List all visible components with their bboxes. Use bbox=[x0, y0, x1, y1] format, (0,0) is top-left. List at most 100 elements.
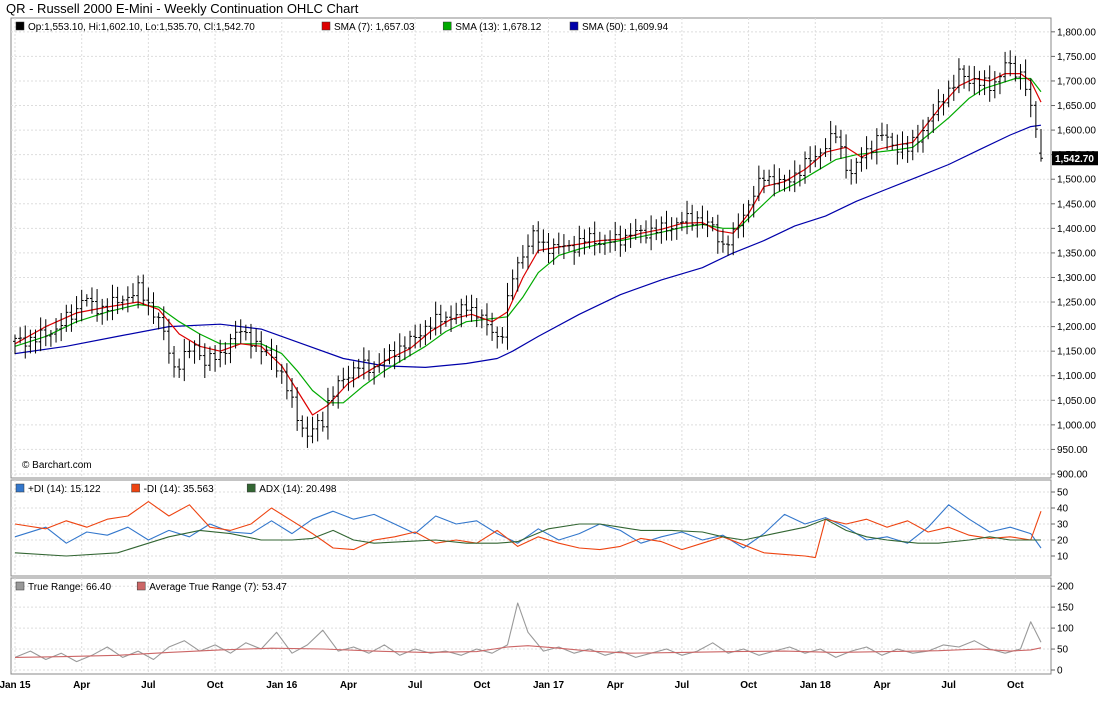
price-bar bbox=[541, 229, 546, 253]
price-bar bbox=[962, 65, 967, 89]
legend-entry: +DI (14): 15.122 bbox=[28, 484, 101, 495]
price-bar bbox=[351, 361, 356, 388]
dmi-y-tick-label: 30 bbox=[1057, 520, 1069, 531]
price-bar bbox=[105, 298, 110, 321]
legend-entry: Average True Range (7): 53.47 bbox=[149, 582, 287, 593]
price-bar bbox=[428, 317, 433, 340]
true-range-y-tick-label: 0 bbox=[1057, 666, 1063, 677]
price-bar bbox=[582, 229, 587, 255]
legend-swatch bbox=[246, 483, 256, 493]
price-bar bbox=[433, 301, 438, 336]
price-bar bbox=[366, 350, 371, 381]
price-y-tick-label: 1,800.00 bbox=[1057, 27, 1096, 38]
price-bar bbox=[1003, 51, 1008, 83]
legend-swatch bbox=[131, 483, 140, 493]
price-bar bbox=[1028, 78, 1033, 118]
price-bar bbox=[213, 345, 218, 372]
price-bar bbox=[279, 364, 284, 384]
price-bar bbox=[100, 298, 105, 325]
price-bar bbox=[710, 217, 715, 232]
price-bar bbox=[248, 323, 253, 359]
price-bar bbox=[628, 223, 633, 248]
price-bar bbox=[495, 326, 500, 349]
price-bar bbox=[967, 65, 972, 92]
price-bar bbox=[869, 140, 874, 160]
true-range-panel-frame bbox=[10, 577, 1052, 675]
x-tick-label: Apr bbox=[607, 680, 624, 691]
price-bar bbox=[900, 131, 905, 160]
price-bar bbox=[777, 168, 782, 192]
price-bar bbox=[654, 219, 659, 241]
price-bar bbox=[561, 234, 566, 260]
price-bar bbox=[520, 245, 525, 269]
price-bar bbox=[197, 333, 202, 361]
price-bar bbox=[767, 169, 772, 186]
price-bar bbox=[844, 134, 849, 179]
dmi-y-tick-label: 10 bbox=[1057, 552, 1069, 563]
price-bar bbox=[741, 203, 746, 238]
price-bar bbox=[284, 363, 289, 400]
true-range-y-tick-label: 200 bbox=[1057, 582, 1074, 593]
price-bar bbox=[890, 132, 895, 151]
price-bar bbox=[156, 312, 161, 330]
legend-swatch bbox=[15, 21, 25, 31]
price-bar bbox=[464, 295, 469, 318]
price-bar bbox=[115, 286, 120, 315]
price-bar bbox=[223, 342, 228, 365]
dmi-y-tick-label: 50 bbox=[1057, 488, 1069, 499]
price-bar bbox=[669, 217, 674, 241]
true-range-series-line bbox=[14, 602, 1042, 663]
price-bar bbox=[751, 185, 756, 218]
price-bar bbox=[613, 221, 618, 251]
legend-entry: -DI (14): 35.563 bbox=[144, 484, 214, 495]
price-bar bbox=[849, 159, 854, 185]
price-bar bbox=[310, 416, 315, 444]
price-bar bbox=[490, 312, 495, 341]
price-bar bbox=[859, 147, 864, 172]
price-bar bbox=[290, 378, 295, 408]
price-bar bbox=[443, 311, 448, 327]
price-bar bbox=[413, 324, 418, 349]
price-y-tick-label: 1,700.00 bbox=[1057, 76, 1096, 87]
price-bar bbox=[218, 339, 223, 368]
price-bar bbox=[1018, 64, 1023, 90]
price-bar bbox=[372, 361, 377, 385]
legend-swatch bbox=[15, 483, 25, 493]
price-bar bbox=[474, 298, 479, 328]
dmi-series-line bbox=[14, 504, 1042, 549]
price-bar bbox=[479, 309, 484, 329]
price-bar bbox=[638, 224, 643, 244]
price-bar bbox=[110, 284, 115, 321]
price-bar bbox=[690, 204, 695, 231]
dmi-y-tick-label: 20 bbox=[1057, 536, 1069, 547]
price-bars bbox=[13, 50, 1043, 448]
price-bar bbox=[736, 213, 741, 239]
price-bar bbox=[130, 283, 135, 303]
price-bar bbox=[587, 227, 592, 249]
price-bar bbox=[505, 282, 510, 350]
price-bar bbox=[264, 345, 269, 357]
true-range-y-tick-label: 50 bbox=[1057, 645, 1069, 656]
price-bar bbox=[633, 218, 638, 240]
price-bar bbox=[438, 304, 443, 335]
price-bar bbox=[895, 134, 900, 165]
price-bar bbox=[382, 348, 387, 378]
true-range-y-tick-label: 100 bbox=[1057, 624, 1074, 635]
price-bar bbox=[38, 317, 43, 352]
price-bar bbox=[567, 240, 572, 252]
price-bar bbox=[828, 120, 833, 162]
last-value-box bbox=[1052, 151, 1098, 166]
price-y-tick-label: 1,600.00 bbox=[1057, 126, 1096, 137]
price-y-tick-label: 1,400.00 bbox=[1057, 224, 1096, 235]
price-bar bbox=[756, 165, 761, 202]
legend-entry: SMA (7): 1,657.03 bbox=[334, 22, 415, 33]
price-bar bbox=[685, 200, 690, 235]
price-bar bbox=[700, 205, 705, 229]
price-bar bbox=[336, 375, 341, 409]
price-bar bbox=[674, 217, 679, 240]
price-bar bbox=[854, 157, 859, 184]
price-bar bbox=[936, 89, 941, 122]
price-bar bbox=[454, 302, 459, 325]
price-y-tick-label: 1,350.00 bbox=[1057, 248, 1096, 259]
